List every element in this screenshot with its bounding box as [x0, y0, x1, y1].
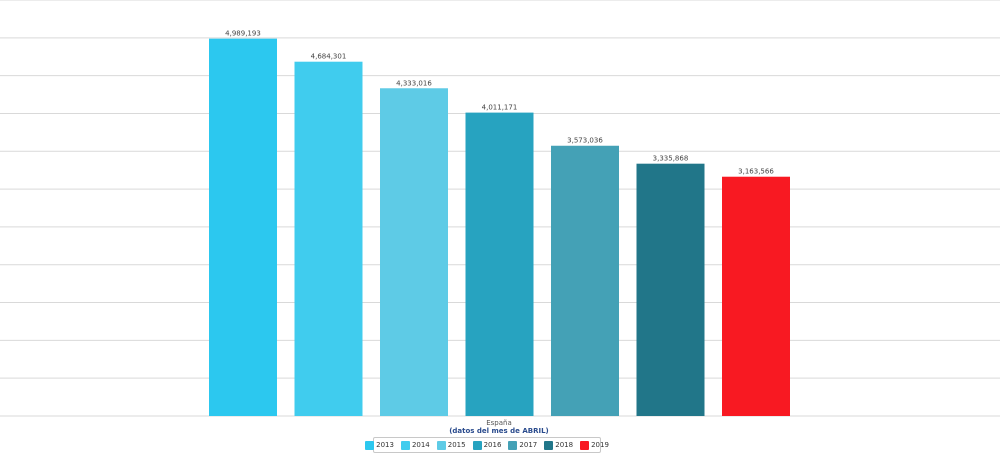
- legend-item-2019[interactable]: 2019: [578, 440, 611, 450]
- legend-label: 2016: [483, 441, 502, 449]
- legend-item-2013[interactable]: 2013: [363, 440, 396, 450]
- bar-2016[interactable]: [465, 112, 534, 416]
- legend-swatch: [400, 440, 410, 450]
- bar-labels-group: 4,989,193 4,684,301 4,333,016 4,011,171 3,57…: [225, 30, 774, 176]
- bar-2013[interactable]: [209, 38, 277, 416]
- legend-item-2016[interactable]: 2016: [471, 440, 504, 450]
- legend-swatch: [508, 440, 518, 450]
- bar-2017[interactable]: [551, 145, 619, 417]
- bar-2014[interactable]: [294, 61, 363, 417]
- legend-label: 2017: [519, 441, 538, 449]
- legend-swatch: [472, 440, 482, 450]
- legend-label: 2018: [555, 441, 574, 449]
- legend-label: 2019: [591, 441, 609, 449]
- bars-group: [209, 38, 790, 417]
- legend-label: 2015: [447, 441, 466, 449]
- legend-item-2015[interactable]: 2015: [435, 440, 468, 450]
- bar-2018[interactable]: [636, 163, 705, 416]
- bar-2019[interactable]: [722, 176, 790, 416]
- legend-swatch: [544, 440, 554, 450]
- legend-item-2017[interactable]: 2017: [506, 440, 539, 450]
- data-label-2016: 4,011,171: [482, 104, 518, 112]
- data-label-2014: 4,684,301: [311, 53, 347, 61]
- x-axis-subtitle: (datos del mes de ABRIL): [449, 427, 549, 435]
- legend: 2013 2014 2015 2016 2017 2018 2019: [365, 437, 609, 453]
- data-label-2019: 3,163,566: [738, 168, 774, 176]
- legend-label: 2014: [411, 441, 430, 449]
- legend-swatch: [365, 440, 375, 450]
- data-label-2015: 4,333,016: [396, 79, 432, 87]
- bar-2015[interactable]: [380, 88, 448, 417]
- legend-label: 2013: [376, 441, 394, 449]
- category-label: España: [486, 419, 512, 427]
- legend-item-2014[interactable]: 2014: [399, 440, 432, 450]
- legend-swatch: [436, 440, 446, 450]
- data-label-2018: 3,335,868: [653, 155, 689, 163]
- data-label-2017: 3,573,036: [567, 137, 603, 145]
- legend-item-2018[interactable]: 2018: [542, 440, 575, 450]
- legend-swatch: [580, 440, 590, 450]
- data-label-2013: 4,989,193: [225, 30, 261, 38]
